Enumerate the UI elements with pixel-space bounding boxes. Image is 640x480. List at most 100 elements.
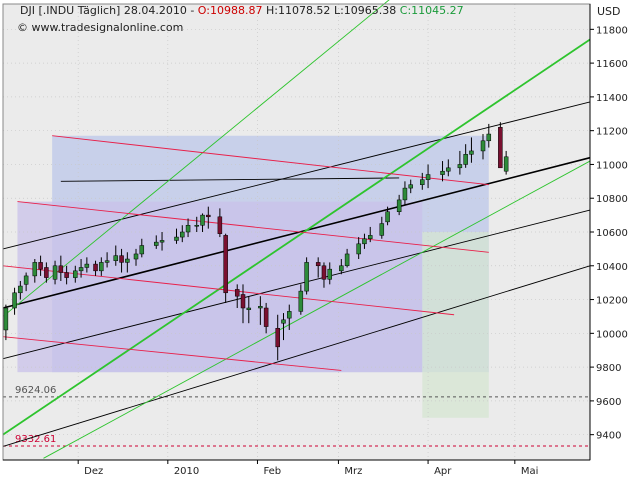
- candle-body: [356, 243, 361, 255]
- candle-body: [23, 275, 29, 285]
- candle-body: [64, 272, 69, 278]
- candle-body: [321, 265, 327, 280]
- candle-body: [185, 224, 191, 233]
- candle-body: [174, 236, 179, 241]
- candle-body: [327, 268, 333, 280]
- candle-body: [12, 292, 17, 309]
- x-tick-label: Mai: [521, 466, 539, 477]
- candle-body: [498, 127, 503, 169]
- candle-body: [396, 199, 402, 212]
- candle-body: [281, 319, 286, 324]
- candle-body: [402, 187, 408, 201]
- y-tick-label: 11400: [596, 93, 628, 104]
- candle-body: [113, 255, 119, 261]
- candle-body: [73, 270, 78, 278]
- trend-line: [2, 156, 591, 309]
- candle-body: [446, 167, 451, 172]
- candle-body: [463, 154, 468, 165]
- chart-header: DJI [.INDU Täglich] 28.04.2010 - O:10988…: [17, 4, 621, 34]
- candle-body: [344, 253, 350, 267]
- candle-body: [3, 307, 9, 331]
- candle-body: [362, 238, 367, 245]
- y-tick-label: 9800: [596, 363, 621, 374]
- x-axis: Dez 2010 Feb Mrz Apr Mai: [3, 459, 590, 477]
- candle-body: [367, 235, 373, 240]
- y-tick-label: 9400: [596, 431, 621, 442]
- candle-body: [125, 258, 130, 263]
- candle-body: [425, 174, 431, 180]
- header-open: O:10988.87: [198, 4, 263, 17]
- candle-body: [200, 214, 205, 226]
- trend-line: [43, 160, 591, 459]
- shaded-region: [422, 232, 489, 418]
- trend-line: [2, 336, 342, 371]
- trend-line: [2, 38, 591, 436]
- candle-body: [258, 306, 263, 309]
- candle-body: [339, 265, 344, 272]
- candle-body: [159, 240, 165, 243]
- candle-body: [304, 262, 309, 292]
- trend-line: [2, 265, 591, 447]
- x-tick-label: Mrz: [344, 466, 362, 477]
- candle-body: [287, 311, 292, 319]
- support-line-label: 9624.06: [15, 385, 56, 396]
- candle-body: [78, 267, 84, 272]
- y-axis: 9400 9600 9800 10000 10200 10400 10600 10800 110…: [589, 4, 628, 460]
- y-tick-label: 9600: [596, 397, 621, 408]
- candle-body: [84, 263, 90, 268]
- x-tick-label: Feb: [263, 466, 281, 477]
- y-tick-label: 10600: [596, 228, 628, 239]
- candle-body: [408, 184, 413, 189]
- candle-body: [298, 290, 304, 312]
- support-line-label: 9332.61: [15, 434, 56, 445]
- candle-body: [503, 156, 509, 172]
- candle-body: [58, 265, 64, 273]
- candle-body: [133, 253, 139, 260]
- header-symbol: DJI [.INDU Täglich] 28.04.2010 - O:10988…: [20, 4, 464, 17]
- trend-line: [52, 135, 489, 186]
- trend-channels: [2, 0, 591, 459]
- candle-body: [154, 241, 159, 246]
- candle-body: [44, 267, 49, 278]
- candle-body: [480, 140, 486, 152]
- candle-body: [469, 150, 474, 155]
- trend-line: [2, 209, 591, 360]
- candle-body: [93, 263, 98, 272]
- header-low: L:10965.38: [334, 4, 396, 17]
- candle-body: [32, 262, 38, 277]
- x-tick-label: Dez: [84, 466, 103, 477]
- candle-body: [52, 265, 58, 280]
- x-tick-label: 2010: [174, 466, 199, 477]
- y-tick-label: 10400: [596, 262, 628, 273]
- candle-body: [263, 307, 269, 327]
- candle-body: [104, 260, 110, 263]
- candle-body: [18, 285, 23, 294]
- candle-body: [246, 307, 252, 310]
- candle-body: [275, 328, 280, 348]
- candle-body: [99, 262, 104, 272]
- candle-body: [139, 245, 145, 255]
- support-lines: 9624.06 9332.61: [3, 385, 590, 447]
- candle-body: [315, 262, 321, 267]
- candle-body: [180, 231, 185, 238]
- candle-body: [457, 164, 463, 169]
- trend-line: [60, 177, 400, 182]
- candle-body: [194, 224, 199, 227]
- candle-body: [223, 235, 228, 294]
- candle-body: [440, 170, 445, 175]
- y-tick-label: 11200: [596, 127, 628, 138]
- header-close: C:11045.27: [400, 4, 464, 17]
- y-tick-label: 10200: [596, 296, 628, 307]
- candle-body: [234, 289, 240, 297]
- candle-body: [379, 223, 385, 236]
- candle-body: [240, 294, 246, 309]
- trend-line: [2, 265, 455, 316]
- candle-body: [119, 255, 124, 263]
- candle-body: [217, 216, 223, 234]
- y-tick-label: 10800: [596, 194, 628, 205]
- y-tick-label: 10000: [596, 329, 628, 340]
- trend-line: [2, 0, 390, 317]
- trend-line: [2, 101, 591, 250]
